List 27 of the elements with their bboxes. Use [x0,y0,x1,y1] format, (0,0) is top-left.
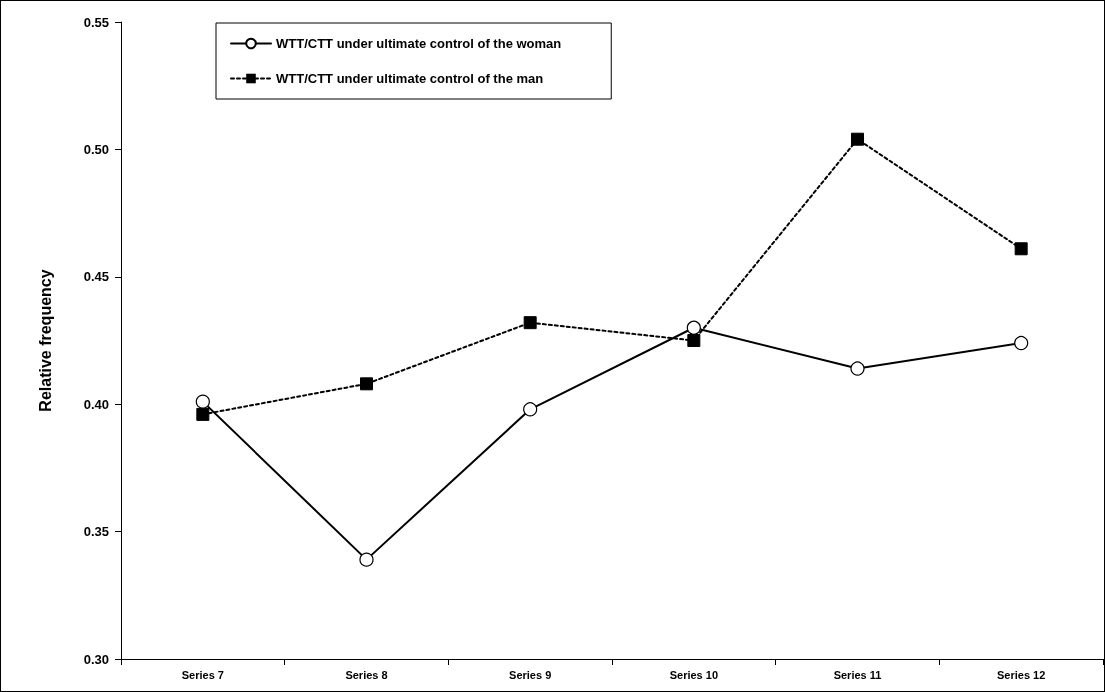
x-tick-label: Series 7 [181,668,224,681]
x-tick-label: Series 9 [509,668,552,681]
y-tick-label: 0.50 [83,141,109,157]
y-tick-label: 0.30 [83,651,109,667]
legend-label: WTT/CTT under ultimate control of the man [276,71,544,86]
x-tick-label: Series 8 [345,668,388,681]
point [851,132,864,146]
point [196,407,210,421]
x-tick-label: Series 11 [833,668,882,681]
point [360,377,373,391]
point [1014,335,1029,351]
y-tick-label: 0.55 [83,14,109,30]
point [359,552,374,567]
point [1014,242,1028,256]
y-tick-label: 0.45 [83,269,109,285]
point [523,402,538,417]
point [687,334,701,347]
point [195,394,210,409]
x-tick-label: Series 12 [997,668,1046,681]
y-tick-label: 0.35 [83,524,109,540]
y-axis-title: Relative frequency [36,269,54,412]
legend-label: WTT/CTT under ultimate control of the woman [276,36,562,51]
y-tick-label: 0.40 [83,396,109,412]
x-tick-label: Series 10 [669,668,718,681]
point [523,316,537,330]
point [686,320,701,335]
point [850,361,865,376]
